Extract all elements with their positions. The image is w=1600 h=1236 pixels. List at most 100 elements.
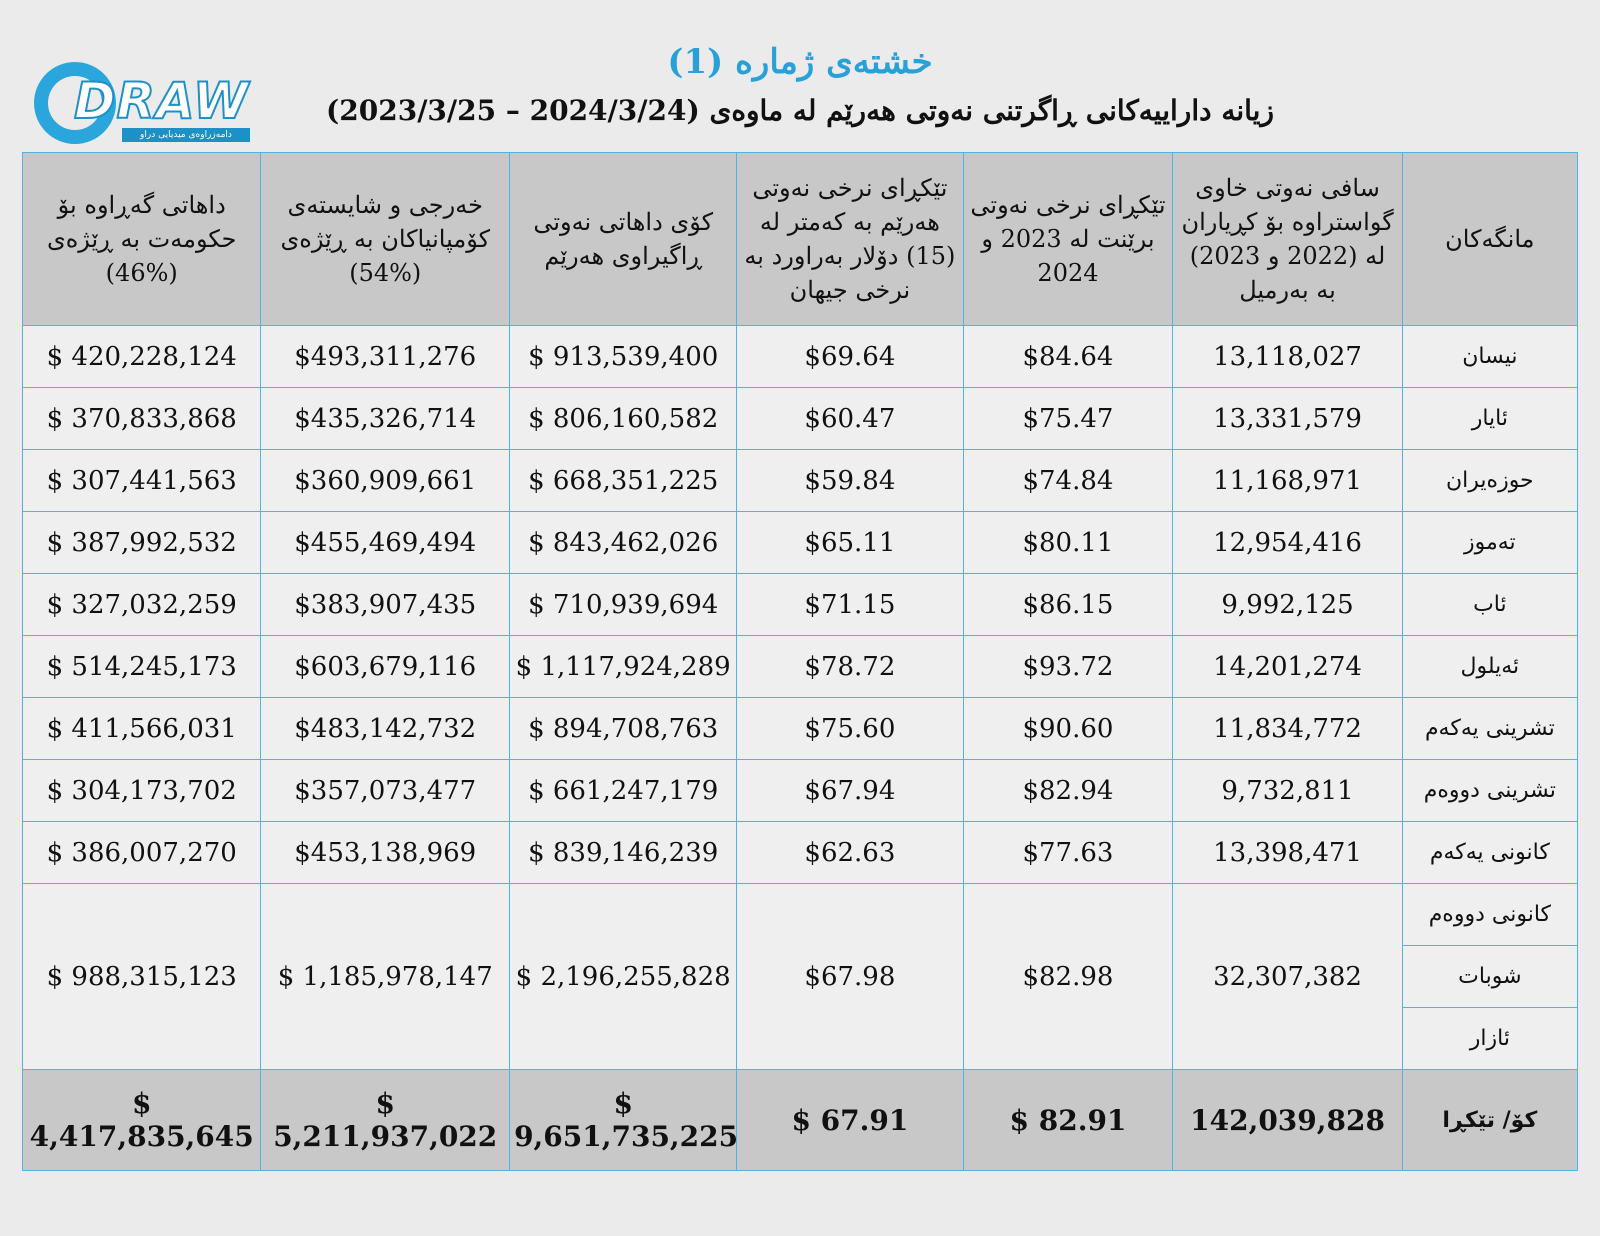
brent-cell: $82.98 <box>962 883 1174 1070</box>
total-cell: $ 913,539,400 <box>509 325 738 388</box>
month-cell: تشرینی دووەم <box>1401 759 1579 822</box>
draw-logo: DRAW دامەزراوەی میدیایی دراو <box>34 62 264 148</box>
brent-cell: $75.47 <box>962 387 1174 450</box>
month-cell: کانونی یەکەم <box>1401 821 1579 884</box>
total-cell: $ 661,247,179 <box>509 759 738 822</box>
companies-cell: $493,311,276 <box>260 325 511 388</box>
barrels-cell: 12,954,416 <box>1172 511 1403 574</box>
region-price-cell: $67.94 <box>736 759 964 822</box>
table-row: $ 514,245,173 $603,679,116 $ 1,117,924,2… <box>21 635 1579 698</box>
gov-cell: $ 307,441,563 <box>21 449 262 512</box>
month-cell: ئازار <box>1401 1007 1579 1070</box>
brent-cell: $82.94 <box>962 759 1174 822</box>
gov-cell: $ 327,032,259 <box>21 573 262 636</box>
companies-cell: $ 1,185,978,147 <box>260 883 511 1070</box>
barrels-cell: 11,834,772 <box>1172 697 1403 760</box>
month-cell: شوبات <box>1401 945 1579 1008</box>
brent-cell: $84.64 <box>962 325 1174 388</box>
region-price-cell: $67.98 <box>736 883 964 1070</box>
header-companies: خەرجی و شایستەی کۆمپانیاکان بە ڕێژەی (%5… <box>260 152 511 326</box>
table-row: $ 307,441,563 $360,909,661 $ 668,351,225… <box>21 449 1579 512</box>
header-brent: تێکڕای نرخی نەوتی برێنت لە 2023 و 2024 <box>962 152 1174 326</box>
month-cell: نیسان <box>1401 325 1579 388</box>
month-cell: ئەیلول <box>1401 635 1579 698</box>
gov-cell: $ 988,315,123 <box>21 883 262 1070</box>
barrels-cell: 14,201,274 <box>1172 635 1403 698</box>
gov-cell: $ 411,566,031 <box>21 697 262 760</box>
companies-cell: $603,679,116 <box>260 635 511 698</box>
barrels-cell: 9,992,125 <box>1172 573 1403 636</box>
header-region-price: تێکڕای نرخی نەوتی هەرێم بە کەمتر لە (15)… <box>736 152 964 326</box>
header-total: کۆی داهاتی نەوتی ڕاگیراوی هەرێم <box>509 152 738 326</box>
barrels-cell: 13,398,471 <box>1172 821 1403 884</box>
total-barrels-cell: 142,039,828 <box>1172 1069 1403 1171</box>
table-number-title: خشتەی ژمارە (1) <box>667 42 933 82</box>
region-price-cell: $78.72 <box>736 635 964 698</box>
barrels-cell: 13,331,579 <box>1172 387 1403 450</box>
totals-label: کۆ/ تێکڕا <box>1401 1069 1579 1171</box>
total-revenue-cell: $ 9,651,735,225 <box>509 1069 738 1171</box>
gov-cell: $ 387,992,532 <box>21 511 262 574</box>
brent-cell: $93.72 <box>962 635 1174 698</box>
table-row: $ 327,032,259 $383,907,435 $ 710,939,694… <box>21 573 1579 636</box>
brent-cell: $90.60 <box>962 697 1174 760</box>
total-cell: $ 2,196,255,828 <box>509 883 738 1070</box>
total-cell: $ 668,351,225 <box>509 449 738 512</box>
region-price-cell: $71.15 <box>736 573 964 636</box>
total-companies-cell: $ 5,211,937,022 <box>260 1069 511 1171</box>
table-row: $ 370,833,868 $435,326,714 $ 806,160,582… <box>21 387 1579 450</box>
brent-cell: $80.11 <box>962 511 1174 574</box>
gov-cell: $ 514,245,173 <box>21 635 262 698</box>
header-row: داهاتی گەڕاوە بۆ حکومەت بە ڕێژەی (%46) خ… <box>21 152 1579 326</box>
region-price-cell: $60.47 <box>736 387 964 450</box>
month-cell: تەموز <box>1401 511 1579 574</box>
month-cell: تشرینی یەکەم <box>1401 697 1579 760</box>
brent-cell: $74.84 <box>962 449 1174 512</box>
barrels-cell: 9,732,811 <box>1172 759 1403 822</box>
header-gov: داهاتی گەڕاوە بۆ حکومەت بە ڕێژەی (%46) <box>21 152 262 326</box>
region-price-cell: $69.64 <box>736 325 964 388</box>
region-price-cell: $59.84 <box>736 449 964 512</box>
total-cell: $ 710,939,694 <box>509 573 738 636</box>
gov-cell: $ 304,173,702 <box>21 759 262 822</box>
average-brent-cell: $ 82.91 <box>962 1069 1174 1171</box>
table-row: $ 387,992,532 $455,469,494 $ 843,462,026… <box>21 511 1579 574</box>
total-cell: $ 806,160,582 <box>509 387 738 450</box>
average-region-price-cell: $ 67.91 <box>736 1069 964 1171</box>
month-cell: حوزەیران <box>1401 449 1579 512</box>
companies-cell: $435,326,714 <box>260 387 511 450</box>
barrels-cell: 11,168,971 <box>1172 449 1403 512</box>
total-gov-cell: $ 4,417,835,645 <box>21 1069 262 1171</box>
companies-cell: $357,073,477 <box>260 759 511 822</box>
logo-tagline: دامەزراوەی میدیایی دراو <box>122 128 250 142</box>
gov-cell: $ 370,833,868 <box>21 387 262 450</box>
header-months: مانگەکان <box>1401 152 1579 326</box>
totals-row: $ 4,417,835,645 $ 5,211,937,022 $ 9,651,… <box>21 1069 1579 1171</box>
brent-cell: $86.15 <box>962 573 1174 636</box>
companies-cell: $360,909,661 <box>260 449 511 512</box>
table-subtitle: زیانە داراییەکانی ڕاگرتنی نەوتی هەرێم لە… <box>326 94 1274 127</box>
logo-word: DRAW <box>73 72 250 130</box>
companies-cell: $455,469,494 <box>260 511 511 574</box>
barrels-cell: 32,307,382 <box>1172 883 1403 1070</box>
total-cell: $ 839,146,239 <box>509 821 738 884</box>
total-cell: $ 1,117,924,289 <box>509 635 738 698</box>
table-row: $ 304,173,702 $357,073,477 $ 661,247,179… <box>21 759 1579 822</box>
companies-cell: $453,138,969 <box>260 821 511 884</box>
header-barrels: سافی نەوتی خاوی گواستراوە بۆ کڕیاران لە … <box>1172 152 1403 326</box>
gov-cell: $ 386,007,270 <box>21 821 262 884</box>
total-cell: $ 843,462,026 <box>509 511 738 574</box>
gov-cell: $ 420,228,124 <box>21 325 262 388</box>
table-row: $ 386,007,270 $453,138,969 $ 839,146,239… <box>21 821 1579 884</box>
table-row: $ 411,566,031 $483,142,732 $ 894,708,763… <box>21 697 1579 760</box>
barrels-cell: 13,118,027 <box>1172 325 1403 388</box>
month-cell: کانونی دووەم <box>1401 883 1579 946</box>
region-price-cell: $75.60 <box>736 697 964 760</box>
region-price-cell: $62.63 <box>736 821 964 884</box>
merged-quarter-row: $ 988,315,123 $ 1,185,978,147 $ 2,196,25… <box>21 883 1579 1070</box>
brent-cell: $77.63 <box>962 821 1174 884</box>
companies-cell: $383,907,435 <box>260 573 511 636</box>
table-row: $ 420,228,124 $493,311,276 $ 913,539,400… <box>21 325 1579 388</box>
logo-ring-icon <box>34 62 116 144</box>
merged-quarter-row: شوبات <box>23 945 1579 1008</box>
